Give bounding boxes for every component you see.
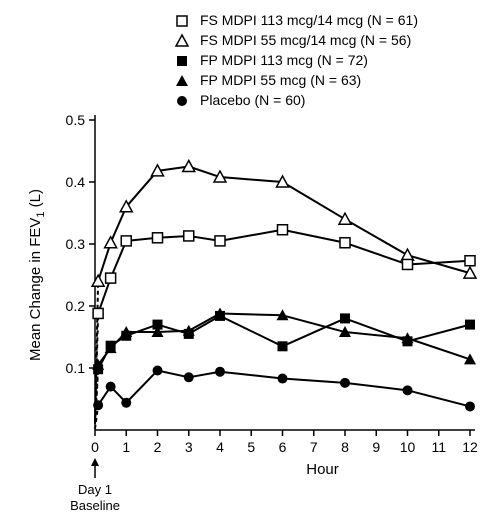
x-tick-label: 6	[279, 439, 287, 455]
marker-fs113	[278, 225, 288, 235]
y-tick-label: 0.1	[66, 360, 86, 376]
x-tick-label: 3	[185, 439, 193, 455]
marker-fs113	[340, 238, 350, 248]
fev1-line-chart: 0.10.20.30.40.50123456789101112HourMean …	[0, 0, 504, 524]
marker-placebo	[403, 385, 413, 395]
marker-fp113	[153, 320, 163, 330]
series-fp113	[283, 318, 346, 346]
marker-fp113	[93, 364, 103, 374]
marker-fs113	[106, 273, 116, 283]
marker-fp113	[278, 341, 288, 351]
marker-placebo	[340, 378, 350, 388]
marker-fs55	[105, 237, 117, 248]
marker-placebo	[121, 398, 131, 408]
legend-marker-placebo	[177, 96, 187, 106]
x-axis-title: Hour	[306, 461, 339, 478]
marker-fs113	[215, 236, 225, 246]
marker-fs113	[184, 231, 194, 241]
marker-fp113	[465, 320, 475, 330]
marker-placebo	[278, 374, 288, 384]
series-fp55	[408, 338, 471, 359]
x-tick-label: 7	[310, 439, 318, 455]
x-axis-subtitle: Baseline	[70, 498, 120, 513]
legend-marker-fp55	[176, 75, 188, 86]
series-placebo	[408, 390, 471, 406]
legend-label: FP MDPI 113 mcg (N = 72)	[200, 52, 368, 68]
marker-fs113	[465, 256, 475, 266]
marker-placebo	[184, 372, 194, 382]
marker-fs55	[183, 161, 195, 172]
y-tick-label: 0.3	[66, 236, 86, 252]
marker-fs55	[402, 249, 414, 260]
x-tick-label: 9	[372, 439, 380, 455]
x-tick-label: 0	[91, 439, 99, 455]
series-placebo	[345, 383, 408, 390]
marker-fs113	[93, 308, 103, 318]
marker-fs55	[339, 213, 351, 224]
x-tick-label: 2	[154, 439, 162, 455]
y-tick-label: 0.5	[66, 112, 86, 128]
x-axis-subtitle: Day 1	[78, 482, 112, 497]
y-axis-title: Mean Change in FEV1 (L)	[27, 189, 47, 361]
marker-fp113	[184, 329, 194, 339]
x-tick-label: 1	[122, 439, 130, 455]
series-fs55	[220, 177, 283, 182]
legend-label: FS MDPI 55 mcg/14 mcg (N = 56)	[200, 32, 411, 48]
marker-fp113	[215, 311, 225, 321]
series-fp55	[220, 313, 283, 315]
x-tick-label: 8	[341, 439, 349, 455]
marker-fp113	[340, 313, 350, 323]
marker-fp113	[106, 341, 116, 351]
x-tick-label: 10	[400, 439, 416, 455]
marker-fp113	[121, 331, 131, 341]
series-fs113	[220, 230, 283, 241]
series-placebo	[283, 379, 346, 383]
y-tick-label: 0.2	[66, 298, 86, 314]
series-placebo	[126, 370, 157, 402]
marker-placebo	[465, 401, 475, 411]
series-fs55	[345, 219, 408, 255]
y-tick-label: 0.4	[66, 174, 86, 190]
series-fp113	[408, 325, 471, 342]
legend-marker-fs113	[177, 16, 187, 26]
marker-fs113	[153, 233, 163, 243]
x-tick-label: 11	[431, 439, 446, 455]
series-fs113	[345, 243, 408, 265]
x-tick-label: 4	[216, 439, 224, 455]
chart-container: 0.10.20.30.40.50123456789101112HourMean …	[0, 0, 504, 524]
marker-fs55	[92, 275, 104, 286]
marker-placebo	[93, 400, 103, 410]
legend-marker-fs55	[176, 35, 188, 46]
marker-placebo	[153, 365, 163, 375]
baseline-arrow-icon	[91, 458, 99, 466]
x-tick-label: 12	[462, 439, 478, 455]
marker-fs113	[121, 236, 131, 246]
marker-placebo	[215, 367, 225, 377]
legend-marker-fp113	[177, 56, 187, 66]
series-fs113	[283, 230, 346, 243]
marker-fp113	[403, 336, 413, 346]
series-fp113	[345, 318, 408, 341]
series-fp113	[220, 316, 283, 346]
legend-label: FS MDPI 113 mcg/14 mcg (N = 61)	[200, 12, 418, 28]
series-placebo	[220, 372, 283, 379]
marker-placebo	[106, 382, 116, 392]
x-tick-label: 5	[247, 439, 255, 455]
legend-label: FP MDPI 55 mcg (N = 63)	[200, 72, 361, 88]
marker-fs113	[403, 259, 413, 269]
series-fs55	[283, 182, 346, 219]
legend-label: Placebo (N = 60)	[200, 92, 305, 108]
